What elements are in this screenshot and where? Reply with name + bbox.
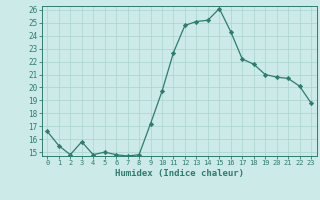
X-axis label: Humidex (Indice chaleur): Humidex (Indice chaleur) [115,169,244,178]
